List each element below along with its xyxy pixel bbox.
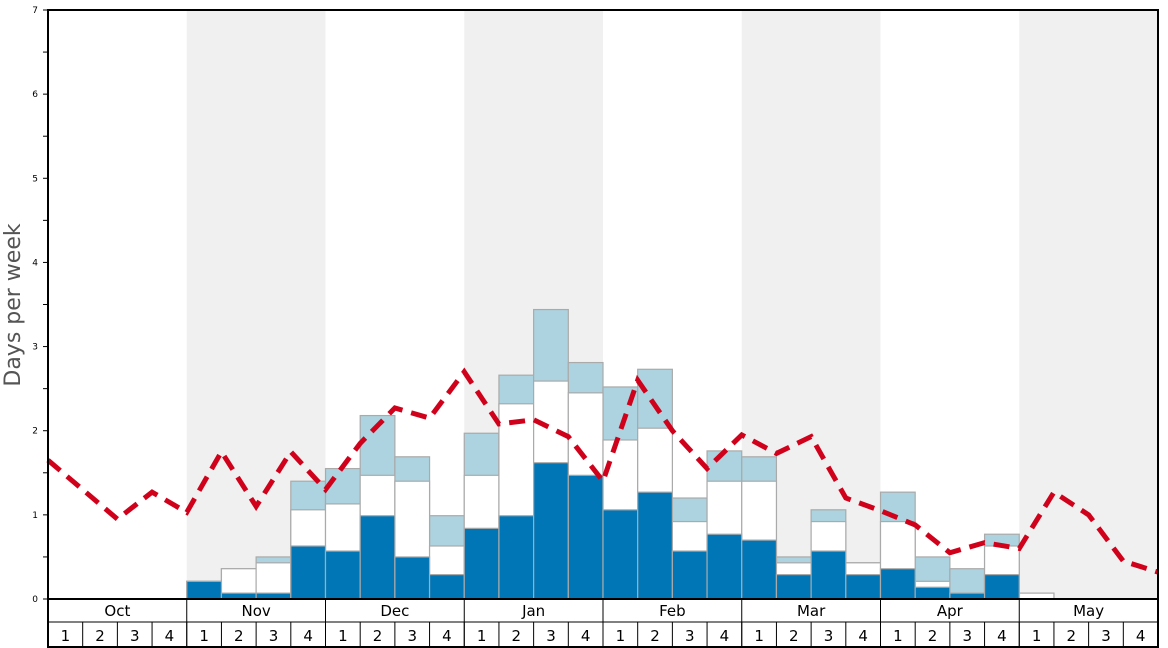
y-axis-label: Days per week (1, 223, 26, 386)
week-label: 4 (303, 627, 313, 645)
bar-dark (602, 509, 639, 600)
bar-dark (394, 556, 431, 600)
month-label: Mar (797, 602, 826, 620)
week-label: 2 (1067, 627, 1077, 645)
bar-dark (879, 568, 916, 600)
bar-dark (845, 573, 882, 600)
month-shade-may (1019, 10, 1158, 599)
bar-dark (533, 462, 569, 600)
bar-dark (914, 586, 951, 600)
week-label: 3 (407, 627, 417, 645)
average-line-path (46, 367, 1159, 575)
bar-dark (567, 474, 604, 600)
bar-dark (359, 515, 396, 600)
y-tick-label: 6 (32, 90, 38, 100)
bar-dark (290, 545, 327, 600)
month-label: Feb (659, 602, 686, 620)
week-label: 1 (1032, 627, 1042, 645)
week-label: 2 (928, 627, 938, 645)
month-label: May (1073, 602, 1104, 620)
week-label: 4 (581, 627, 591, 645)
week-label: 1 (754, 627, 764, 645)
week-label: 3 (685, 627, 695, 645)
month-label: Dec (380, 602, 409, 620)
week-label: 3 (130, 627, 140, 645)
week-label: 1 (893, 627, 903, 645)
y-tick-label: 7 (32, 6, 38, 16)
week-label: 4 (442, 627, 452, 645)
y-tick-label: 1 (32, 511, 38, 521)
bar-dark (463, 527, 500, 600)
week-label: 2 (373, 627, 383, 645)
week-label: 4 (1136, 627, 1146, 645)
month-label: Oct (104, 602, 130, 620)
bar-dark (671, 550, 708, 600)
month-label: Apr (937, 602, 964, 620)
bar-dark (741, 539, 778, 600)
bar-dark (324, 550, 361, 600)
week-label: 3 (546, 627, 556, 645)
week-label: 4 (997, 627, 1007, 645)
week-label: 1 (61, 627, 71, 645)
week-label: 1 (477, 627, 487, 645)
week-label: 3 (962, 627, 972, 645)
average-line (46, 367, 1159, 575)
bar-dark (775, 573, 812, 600)
month-label: Nov (241, 602, 270, 620)
week-label: 2 (650, 627, 660, 645)
y-tick-label: 3 (32, 343, 38, 353)
week-label: 2 (512, 627, 522, 645)
bar-dark (498, 515, 535, 600)
bar-dark (186, 580, 223, 600)
week-label: 3 (1101, 627, 1111, 645)
bar-dark (810, 550, 847, 600)
bar-dark (983, 573, 1020, 600)
week-label: 3 (269, 627, 279, 645)
y-tick-label: 5 (32, 174, 38, 184)
week-label: 4 (858, 627, 868, 645)
y-tick-label: 4 (32, 258, 38, 268)
y-tick-label: 2 (32, 427, 38, 437)
week-label: 2 (789, 627, 799, 645)
week-label: 1 (199, 627, 209, 645)
week-label: 2 (95, 627, 105, 645)
axes: 0 1 2 3 4 5 6 7 Oct 1 2 3 4 Nov 1 2 3 4 Dec 1 2 3 4 Jan 1 2 3 4 Feb 1… (32, 6, 1159, 648)
week-label: 4 (720, 627, 730, 645)
bar-dark (428, 573, 465, 600)
week-label: 1 (338, 627, 348, 645)
bar-dark (706, 533, 743, 600)
bar-dark (637, 491, 673, 600)
week-label: 3 (824, 627, 834, 645)
week-label: 4 (165, 627, 175, 645)
week-label: 1 (616, 627, 626, 645)
week-label: 2 (234, 627, 244, 645)
y-tick-label: 0 (32, 595, 38, 605)
month-label: Jan (521, 602, 545, 620)
month-shading (186, 10, 1158, 599)
